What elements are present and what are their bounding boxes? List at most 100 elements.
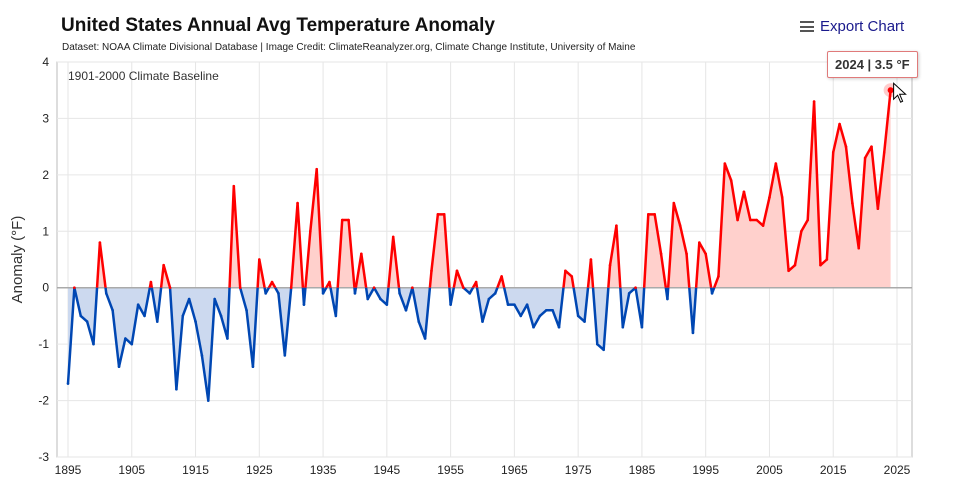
data-point bbox=[768, 196, 771, 199]
data-point bbox=[360, 252, 363, 256]
data-point bbox=[85, 320, 89, 323]
y-tick-label: -3 bbox=[38, 450, 49, 464]
data-point bbox=[79, 314, 83, 318]
x-tick-label: 1995 bbox=[692, 463, 719, 477]
data-point bbox=[104, 292, 108, 295]
data-point bbox=[474, 280, 478, 284]
data-point bbox=[647, 213, 650, 216]
data-point bbox=[723, 162, 727, 165]
data-point bbox=[309, 229, 312, 233]
data-point bbox=[576, 314, 580, 318]
data-point bbox=[659, 252, 663, 256]
negative-area bbox=[68, 287, 715, 401]
chart-subtitle: Dataset: NOAA Climate Divisional Databas… bbox=[62, 42, 636, 53]
data-point bbox=[168, 286, 172, 290]
data-point bbox=[717, 275, 720, 278]
data-point bbox=[519, 314, 523, 318]
x-tick-label: 2005 bbox=[756, 463, 783, 477]
data-point bbox=[347, 218, 350, 222]
data-point bbox=[774, 162, 778, 165]
x-tick-label: 1925 bbox=[246, 463, 273, 477]
data-point bbox=[98, 241, 102, 244]
data-point bbox=[557, 325, 561, 329]
x-tick-label: 1955 bbox=[437, 463, 464, 477]
data-point bbox=[213, 297, 216, 301]
data-point bbox=[289, 286, 293, 290]
baseline-annotation: 1901-2000 Climate Baseline bbox=[68, 69, 219, 83]
data-point bbox=[385, 303, 389, 306]
highlighted-point bbox=[887, 87, 894, 94]
data-point bbox=[691, 331, 695, 335]
data-point bbox=[780, 196, 784, 199]
data-point bbox=[251, 365, 255, 369]
data-point bbox=[870, 145, 873, 148]
data-point bbox=[111, 308, 114, 312]
y-tick-label: -1 bbox=[38, 337, 49, 351]
mouse-cursor-icon bbox=[893, 82, 907, 103]
data-point bbox=[742, 190, 746, 194]
data-point bbox=[857, 246, 861, 250]
data-point bbox=[615, 224, 618, 227]
data-point bbox=[698, 241, 701, 244]
data-point bbox=[634, 286, 637, 290]
data-point bbox=[570, 275, 574, 278]
data-point bbox=[678, 224, 682, 227]
data-point bbox=[532, 325, 535, 329]
negative-series-line bbox=[66, 287, 716, 402]
data-point bbox=[666, 297, 669, 301]
data-point bbox=[863, 156, 867, 160]
export-chart-label: Export Chart bbox=[820, 18, 905, 35]
data-point bbox=[608, 263, 612, 267]
data-point bbox=[436, 213, 440, 216]
data-point bbox=[92, 342, 95, 346]
data-point bbox=[493, 292, 497, 295]
data-point bbox=[544, 308, 548, 312]
data-point bbox=[506, 303, 510, 306]
data-point bbox=[117, 365, 121, 369]
data-point bbox=[449, 303, 452, 306]
data-point bbox=[372, 286, 376, 290]
data-point bbox=[200, 354, 204, 357]
y-tick-label: 3 bbox=[42, 111, 49, 125]
data-point bbox=[175, 387, 178, 391]
data-point bbox=[398, 292, 401, 295]
data-point bbox=[283, 354, 287, 357]
data-point bbox=[736, 218, 739, 222]
positive-series-line bbox=[73, 90, 892, 288]
data-point bbox=[143, 314, 146, 318]
data-point bbox=[162, 263, 165, 267]
data-point bbox=[710, 292, 714, 295]
data-point bbox=[264, 292, 267, 295]
y-tick-label: 1 bbox=[42, 224, 49, 238]
data-point bbox=[462, 286, 465, 290]
data-point bbox=[851, 201, 854, 205]
tooltip: 2024 | 3.5 °F bbox=[827, 51, 918, 78]
data-point bbox=[787, 269, 790, 273]
data-point bbox=[876, 207, 880, 211]
data-point bbox=[302, 303, 306, 306]
data-point bbox=[366, 297, 370, 301]
data-point bbox=[73, 286, 76, 290]
x-tick-label: 2015 bbox=[820, 463, 847, 477]
data-point bbox=[749, 218, 752, 222]
hamburger-menu-icon bbox=[800, 21, 814, 32]
x-tick-label: 1975 bbox=[565, 463, 592, 477]
data-point bbox=[755, 218, 759, 222]
data-point bbox=[404, 308, 408, 312]
data-point bbox=[66, 382, 70, 385]
x-tick-label: 1965 bbox=[501, 463, 528, 477]
data-point bbox=[729, 179, 733, 182]
data-point bbox=[130, 342, 134, 346]
export-chart-button[interactable]: Export Chart bbox=[800, 18, 904, 35]
x-tick-label: 2025 bbox=[884, 463, 911, 477]
data-point bbox=[793, 263, 797, 267]
data-point bbox=[328, 280, 331, 284]
data-point bbox=[194, 320, 197, 323]
data-point bbox=[353, 292, 357, 295]
data-point bbox=[595, 342, 599, 346]
data-point bbox=[551, 308, 554, 312]
chart-title: United States Annual Avg Temperature Ano… bbox=[61, 15, 495, 36]
data-point bbox=[187, 297, 191, 301]
data-point bbox=[831, 150, 835, 154]
